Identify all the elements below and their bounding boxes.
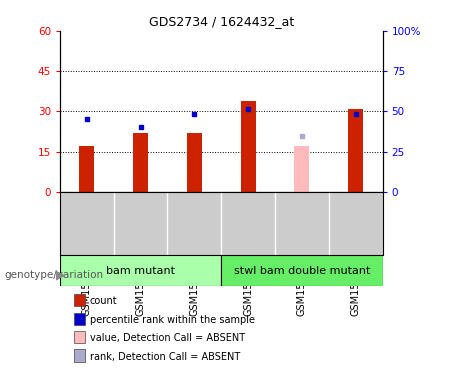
- Bar: [60, 255, 221, 286]
- Text: value, Detection Call = ABSENT: value, Detection Call = ABSENT: [90, 333, 245, 343]
- Bar: [348, 109, 363, 192]
- Bar: [295, 146, 309, 192]
- Bar: [133, 133, 148, 192]
- Bar: [187, 133, 202, 192]
- Text: bam mutant: bam mutant: [106, 266, 175, 276]
- Bar: [79, 146, 95, 192]
- Text: ▶: ▶: [56, 268, 66, 281]
- Bar: [221, 255, 383, 286]
- Text: genotype/variation: genotype/variation: [5, 270, 104, 280]
- Text: count: count: [90, 296, 118, 306]
- Text: stwl bam double mutant: stwl bam double mutant: [234, 266, 370, 276]
- Title: GDS2734 / 1624432_at: GDS2734 / 1624432_at: [148, 15, 294, 28]
- Text: rank, Detection Call = ABSENT: rank, Detection Call = ABSENT: [90, 352, 240, 362]
- Text: percentile rank within the sample: percentile rank within the sample: [90, 315, 255, 325]
- Bar: [241, 101, 256, 192]
